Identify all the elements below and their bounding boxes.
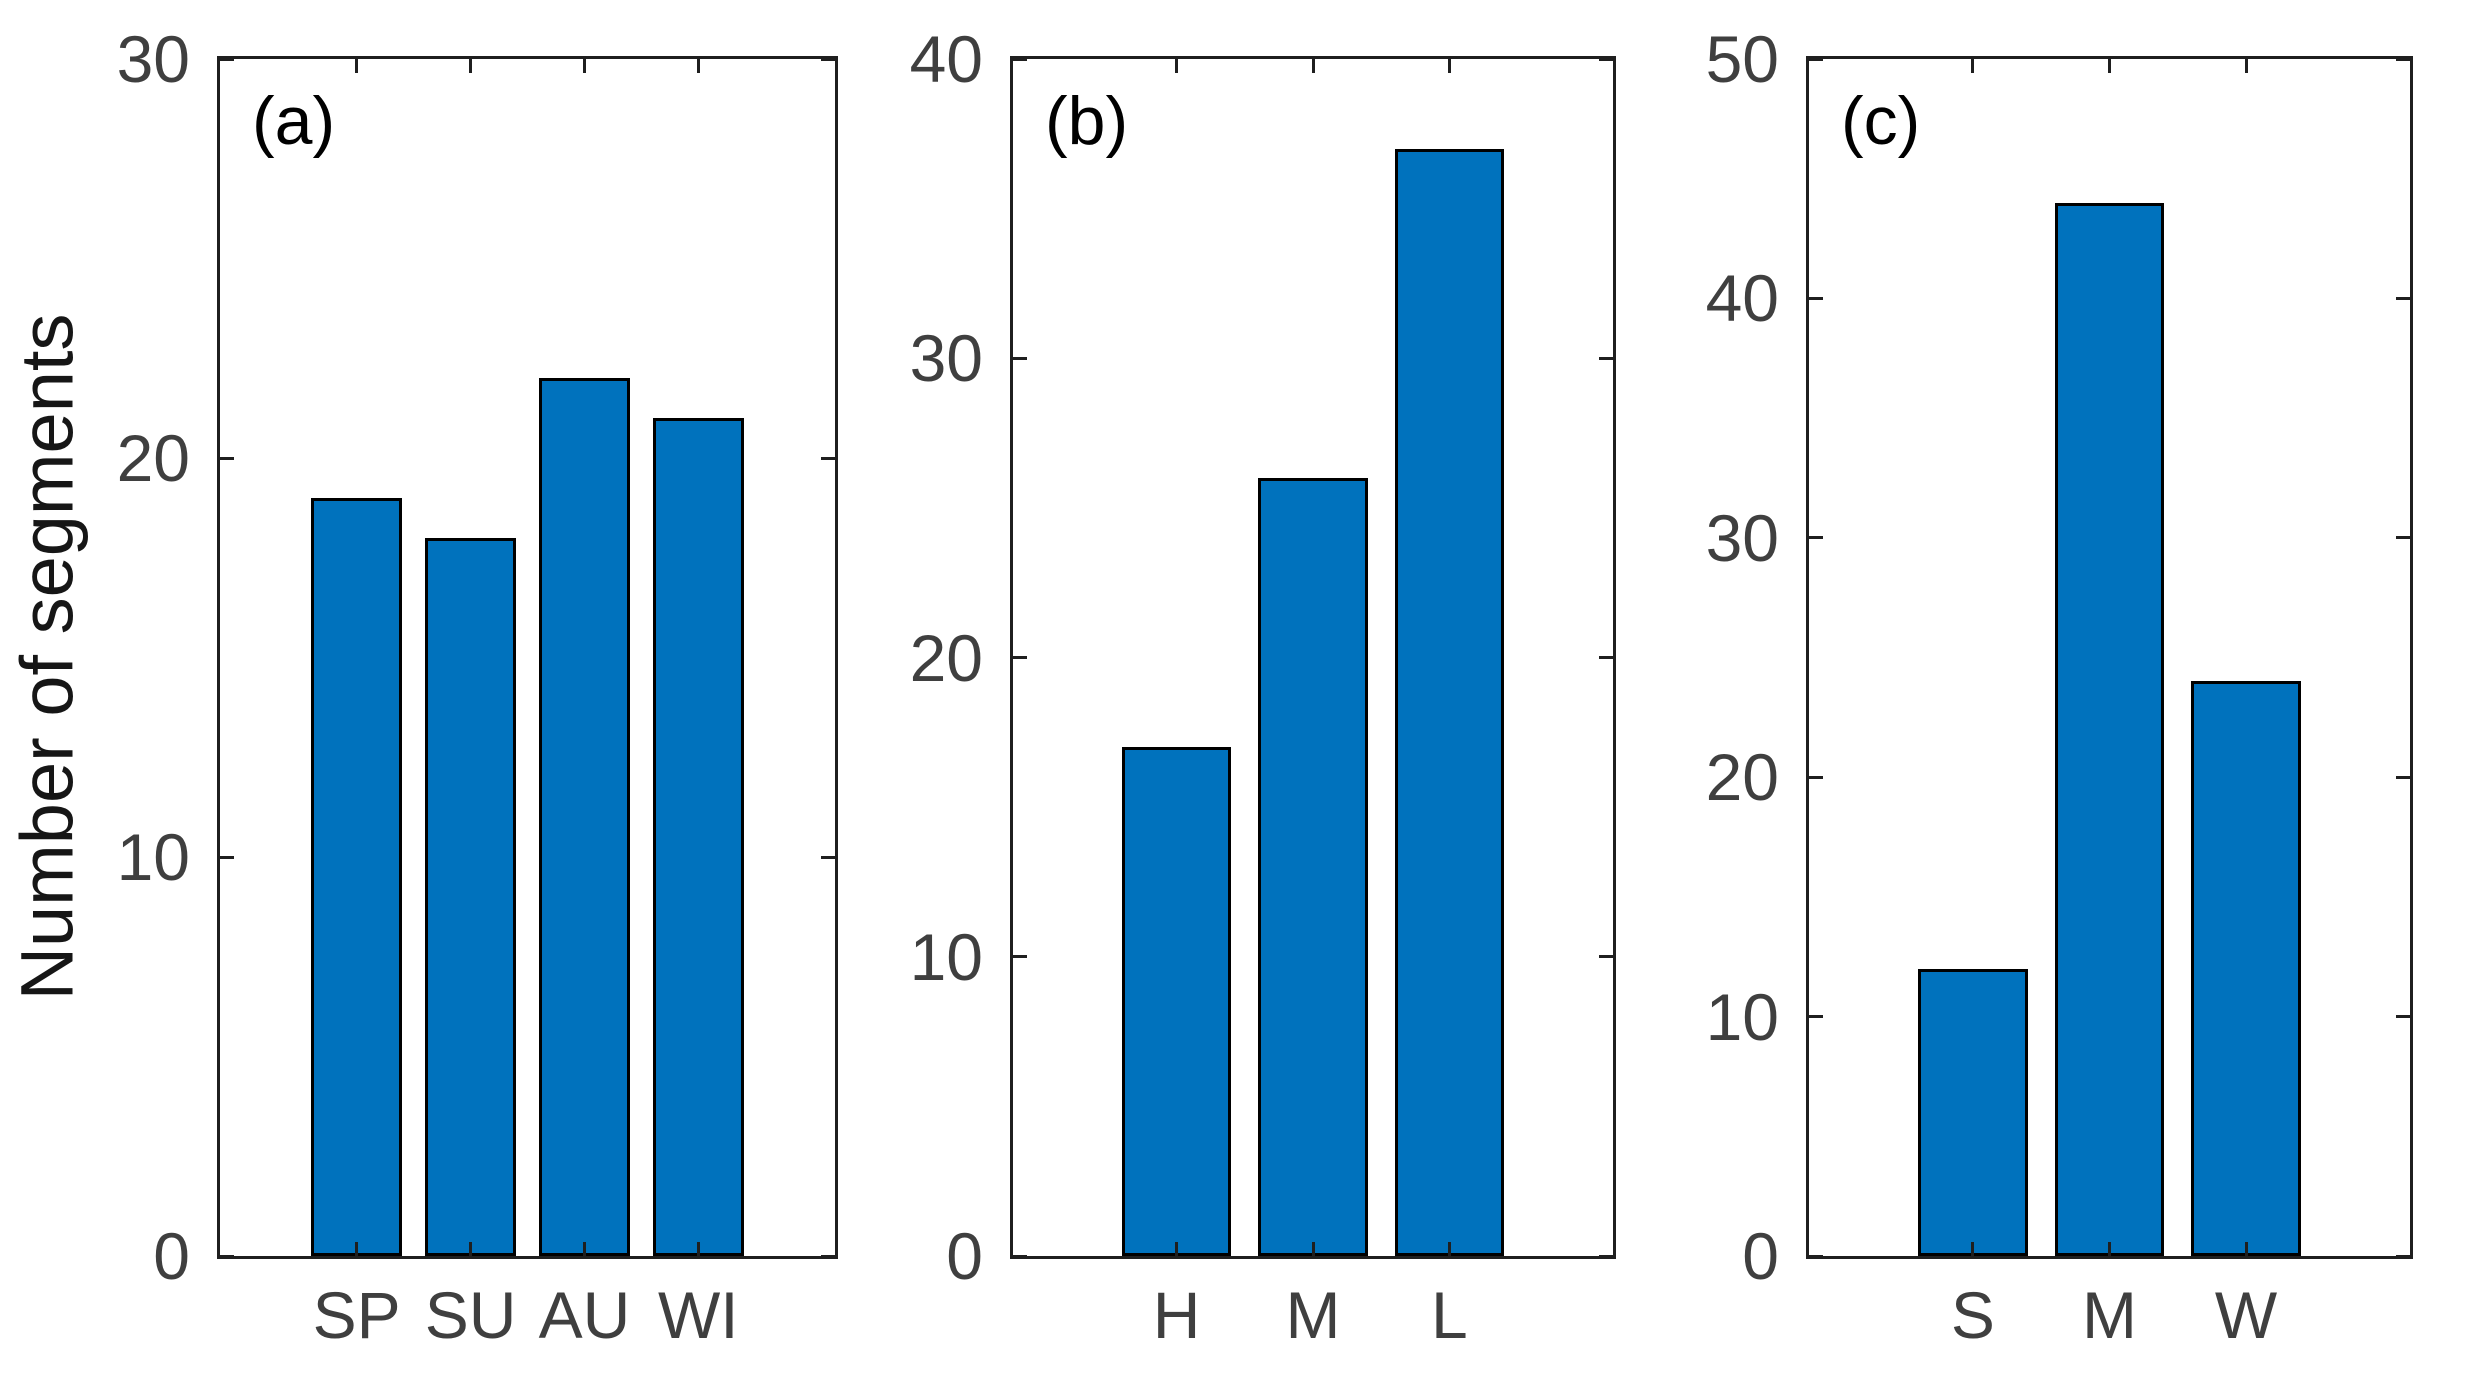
y-tick-mark xyxy=(1599,656,1613,659)
x-tick-mark xyxy=(1971,59,1975,73)
y-tick-label: 20 xyxy=(909,620,983,695)
y-tick-label: 30 xyxy=(1705,500,1779,575)
y-tick-label: 10 xyxy=(1705,979,1779,1054)
y-tick-mark xyxy=(1809,775,1823,779)
x-tick-mark xyxy=(469,59,473,73)
y-axis-label: Number of segments xyxy=(5,313,89,1001)
bar-SP-panel-a xyxy=(311,497,403,1256)
y-tick-label: 0 xyxy=(1742,1219,1779,1293)
y-tick-label: 50 xyxy=(1705,22,1779,96)
x-category-label: M xyxy=(1285,1278,1341,1352)
x-category-label: S xyxy=(1950,1278,1995,1352)
y-tick-label: 40 xyxy=(1705,261,1779,336)
x-category-label: W xyxy=(2214,1278,2278,1352)
y-tick-mark xyxy=(2396,296,2410,300)
y-tick-label: 30 xyxy=(909,321,983,396)
x-tick-mark xyxy=(469,1242,473,1256)
bar-H-panel-b xyxy=(1122,747,1232,1256)
x-tick-mark xyxy=(582,1242,586,1256)
y-tick-mark xyxy=(1809,296,1823,300)
y-tick-mark xyxy=(1809,536,1823,540)
panel-letter-label: (b) xyxy=(1045,83,1129,159)
bar-W-panel-c xyxy=(2191,681,2301,1256)
y-tick-label: 0 xyxy=(153,1219,190,1293)
y-tick-label: 10 xyxy=(909,919,983,994)
panel-letter-label: (c) xyxy=(1841,83,1921,159)
panel-letter-label: (a) xyxy=(252,83,336,159)
y-tick-mark xyxy=(220,855,234,859)
y-tick-mark xyxy=(1599,955,1613,959)
y-tick-mark xyxy=(1809,1015,1823,1019)
axes-panel-b: H M L 0 10 20 30 40 (b) xyxy=(910,26,1616,1348)
x-tick-mark xyxy=(1447,59,1451,73)
x-tick-mark xyxy=(1311,59,1315,73)
bar-AU-panel-a xyxy=(538,378,630,1256)
y-tick-mark xyxy=(2396,1254,2410,1258)
x-category-label: L xyxy=(1431,1278,1468,1352)
y-tick-mark xyxy=(821,57,835,61)
x-category-label: SP xyxy=(312,1278,401,1352)
y-tick-mark xyxy=(821,855,835,859)
x-tick-mark xyxy=(696,59,700,73)
y-tick-mark xyxy=(1809,57,1823,61)
x-tick-mark xyxy=(355,1242,359,1256)
y-tick-mark xyxy=(1599,356,1613,360)
y-tick-mark xyxy=(2396,536,2410,540)
y-tick-label: 20 xyxy=(116,421,190,495)
x-tick-mark xyxy=(1311,1242,1315,1256)
bar-L-panel-b xyxy=(1394,148,1504,1256)
y-tick-mark xyxy=(220,57,234,61)
x-tick-mark xyxy=(582,59,586,73)
y-tick-label: 10 xyxy=(116,820,190,894)
x-tick-mark xyxy=(1175,59,1179,73)
y-tick-mark xyxy=(1013,57,1027,61)
x-tick-mark xyxy=(1447,1242,1451,1256)
x-tick-mark xyxy=(2244,1242,2248,1256)
x-tick-mark xyxy=(2108,1242,2111,1256)
y-tick-mark xyxy=(2396,775,2410,779)
y-tick-mark xyxy=(821,456,835,460)
y-tick-mark xyxy=(1013,955,1027,959)
axes-panel-c: S M W 0 10 20 30 40 50 (c) xyxy=(1706,26,2413,1348)
y-tick-mark xyxy=(2396,57,2410,61)
x-tick-mark xyxy=(696,1242,700,1256)
x-tick-mark xyxy=(2244,59,2248,73)
x-tick-mark xyxy=(355,59,359,73)
y-tick-mark xyxy=(1013,656,1027,659)
y-tick-label: 40 xyxy=(909,22,983,96)
x-tick-mark xyxy=(2108,59,2111,73)
x-category-label: AU xyxy=(538,1278,631,1352)
y-tick-label: 30 xyxy=(116,22,190,96)
y-tick-mark xyxy=(1599,57,1613,61)
y-tick-mark xyxy=(2396,1015,2410,1019)
x-category-label: SU xyxy=(424,1278,517,1352)
y-tick-mark xyxy=(821,1254,835,1258)
axes-panel-a: SP SU AU WI 0 10 20 30 (a) xyxy=(117,26,838,1348)
x-category-label: H xyxy=(1152,1278,1201,1352)
y-tick-label: 20 xyxy=(1705,740,1779,815)
bar-SU-panel-a xyxy=(425,537,517,1256)
bar-M-panel-b xyxy=(1258,477,1368,1256)
y-tick-mark xyxy=(1013,356,1027,360)
bar-WI-panel-a xyxy=(652,418,744,1256)
x-category-label: M xyxy=(2082,1278,2137,1352)
y-tick-mark xyxy=(1013,1254,1027,1258)
y-tick-mark xyxy=(220,456,234,460)
bar-S-panel-c xyxy=(1918,968,2028,1256)
y-tick-mark xyxy=(220,1254,234,1258)
x-category-label: WI xyxy=(658,1278,739,1352)
x-tick-mark xyxy=(1175,1242,1179,1256)
x-tick-mark xyxy=(1971,1242,1975,1256)
y-tick-mark xyxy=(1809,1254,1823,1258)
bar-M-panel-c xyxy=(2054,202,2165,1256)
y-tick-label: 0 xyxy=(946,1219,983,1293)
y-tick-mark xyxy=(1599,1254,1613,1258)
